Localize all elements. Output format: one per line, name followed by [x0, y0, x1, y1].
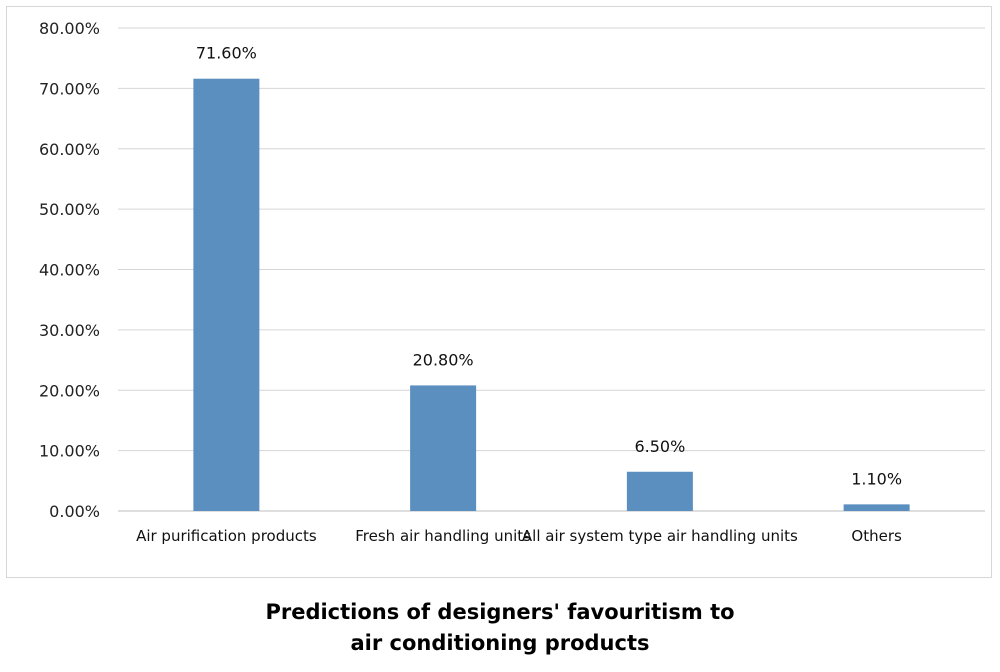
y-tick-label: 70.00% [39, 79, 100, 98]
y-tick-label: 60.00% [39, 140, 100, 159]
bar [410, 385, 477, 511]
y-tick-label: 80.00% [39, 19, 100, 38]
y-tick-label: 10.00% [39, 442, 100, 461]
chart-title-line-2: air conditioning products [350, 631, 650, 655]
data-label: 20.80% [413, 350, 474, 369]
y-tick-label: 0.00% [49, 502, 100, 521]
chart-frame [6, 6, 992, 578]
data-label: 71.60% [196, 44, 257, 63]
bar [843, 504, 910, 511]
chart-title: Predictions of designers' favouritism to… [0, 597, 1000, 659]
x-category-label: Fresh air handling units [355, 527, 531, 545]
y-tick-label: 40.00% [39, 261, 100, 280]
y-tick-label: 30.00% [39, 321, 100, 340]
x-category-label: All air system type air handling units [522, 527, 798, 545]
bar-chart: 0.00% 10.00% 20.00% 30.00% 40.00% 50.00% 60.00… [39, 19, 985, 545]
bar [626, 471, 693, 511]
y-tick-label: 20.00% [39, 381, 100, 400]
chart-title-line-1: Predictions of designers' favouritism to [265, 600, 735, 624]
y-tick-label: 50.00% [39, 200, 100, 219]
bar [193, 78, 260, 511]
data-label: 1.10% [851, 469, 902, 488]
data-label: 6.50% [634, 437, 685, 456]
x-category-label: Others [851, 527, 902, 545]
x-category-label: Air purification products [136, 527, 317, 545]
